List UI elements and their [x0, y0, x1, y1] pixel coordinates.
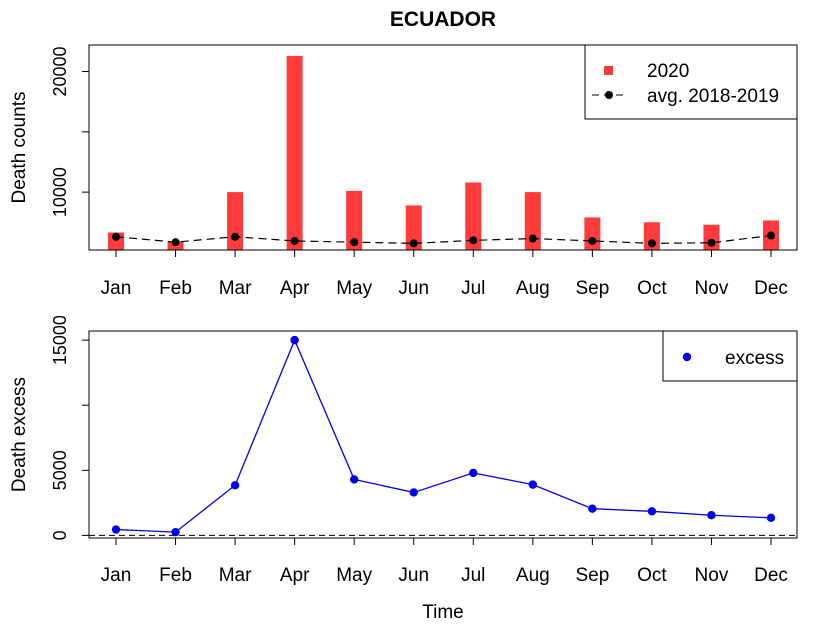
x-tick-label: Apr — [280, 278, 310, 299]
excess-point-dec — [766, 513, 776, 523]
excess-point-jun — [409, 488, 418, 497]
legend-label-excess: excess — [725, 348, 784, 369]
x-tick-label: Feb — [159, 565, 192, 586]
excess-point-mar — [230, 481, 240, 490]
y-tick-label: 0 — [50, 530, 70, 540]
panel-death-counts: 10000 20000 Death counts Jan Feb Mar Apr May Jun… — [9, 44, 798, 299]
excess-point-feb — [171, 527, 180, 537]
x-tick-label: Jun — [398, 565, 429, 586]
y-tick-label: 20000 — [50, 46, 70, 96]
x-tick-label: Apr — [280, 565, 310, 586]
y-tick-label: 15000 — [50, 315, 70, 365]
y-axis-label: Death counts — [9, 92, 30, 204]
x-tick-label: Aug — [516, 565, 550, 586]
excess-point-apr — [290, 335, 299, 345]
legend-box — [584, 44, 798, 120]
legend-swatch-2020 — [604, 66, 613, 75]
x-axis-label: Time — [422, 602, 464, 623]
avg-point-feb — [171, 238, 180, 247]
avg-point-dec — [767, 231, 775, 240]
y-tick-label: 10000 — [50, 167, 70, 217]
excess-line — [115, 338, 772, 533]
x-tick-label: Jan — [101, 278, 132, 299]
bar-2020-may — [346, 190, 363, 250]
x-tick-label: Jul — [461, 278, 485, 299]
x-tick-label: Oct — [637, 278, 667, 299]
x-tick-label: Oct — [637, 565, 667, 586]
excess-point-may — [349, 475, 359, 484]
x-tick-label: Jul — [461, 565, 485, 586]
x-tick-label: Nov — [695, 565, 729, 586]
avg-point-jul — [469, 236, 478, 245]
x-tick-label: Dec — [754, 565, 788, 586]
avg-point-mar — [231, 232, 240, 241]
legend-label-avg: avg. 2018-2019 — [647, 86, 779, 107]
bar-2020-jul — [465, 182, 482, 250]
x-tick-label: Nov — [695, 278, 729, 299]
legend-point-excess — [682, 352, 692, 362]
x-tick-label: May — [336, 278, 372, 299]
x-tick-label: May — [336, 565, 372, 586]
x-tick-label: Aug — [516, 278, 550, 299]
avg-point-oct — [647, 239, 656, 248]
legend: excess — [662, 330, 798, 382]
chart-title: ECUADOR — [390, 8, 496, 31]
x-tick-label: Feb — [159, 278, 192, 299]
excess-point-oct — [647, 507, 657, 516]
excess-point-sep — [588, 504, 597, 513]
excess-point-jan — [111, 525, 121, 534]
x-tick-label: Sep — [575, 278, 609, 299]
x-tick-label: Jun — [398, 278, 429, 299]
excess-point-jul — [469, 468, 478, 478]
avg-2018-2019-line — [115, 234, 772, 244]
bar-2020-apr — [286, 55, 303, 251]
x-tick-label: Dec — [754, 278, 788, 299]
bar-2020-jun — [405, 205, 422, 250]
avg-point-sep — [588, 236, 597, 245]
avg-point-nov — [707, 238, 716, 247]
x-tick-label: Mar — [219, 278, 252, 299]
avg-point-apr — [290, 236, 299, 245]
x-tick-label: Sep — [575, 565, 609, 586]
avg-point-jun — [409, 239, 418, 248]
x-tick-label: Mar — [219, 565, 252, 586]
bar-2020-nov — [703, 224, 720, 250]
excess-point-nov — [707, 511, 716, 520]
avg-point-jan — [112, 232, 120, 241]
avg-point-aug — [528, 234, 537, 243]
panel-death-excess: 0 5000 15000 Death excess Jan Feb Mar Apr May Jun… — [9, 315, 798, 623]
y-axis-label: Death excess — [9, 377, 30, 492]
bar-2020-sep — [584, 217, 601, 250]
legend-point-avg — [605, 91, 613, 99]
avg-point-may — [350, 238, 359, 247]
bar-2020-mar — [227, 192, 244, 250]
excess-point-aug — [528, 480, 538, 489]
legend: 2020 avg. 2018-2019 — [584, 44, 798, 120]
y-tick-label: 5000 — [50, 450, 70, 490]
x-tick-label: Jan — [101, 565, 132, 586]
legend-label-2020: 2020 — [647, 61, 689, 82]
bar-2020-aug — [524, 192, 541, 250]
